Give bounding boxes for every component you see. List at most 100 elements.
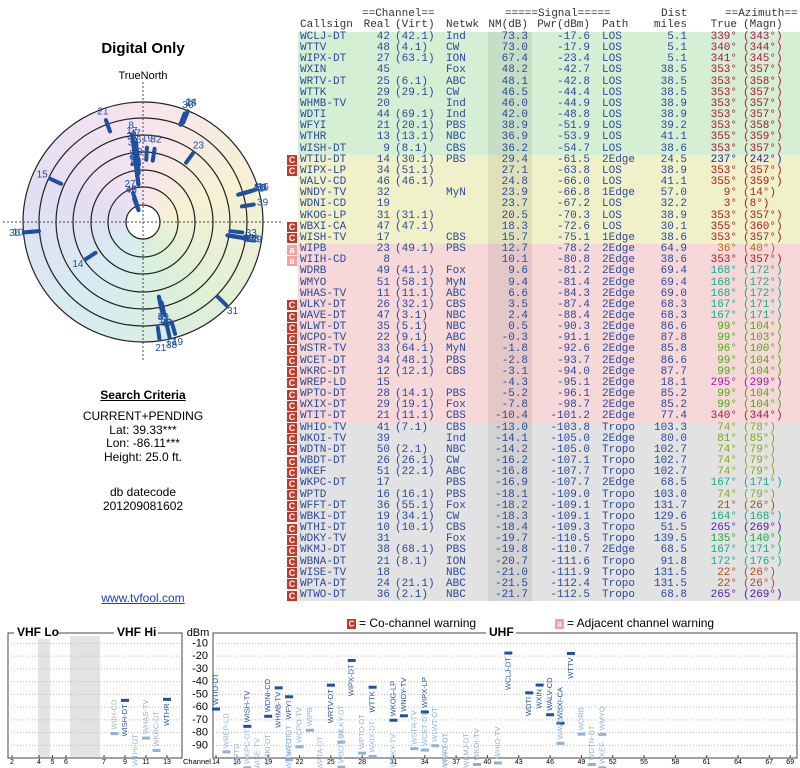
x-axis-label: Channel bbox=[183, 757, 211, 766]
cell-real: 9 bbox=[383, 142, 390, 155]
cell-dist: 80.0 bbox=[660, 432, 687, 445]
cell-path: LOS bbox=[602, 31, 622, 43]
panel-title-bg bbox=[114, 626, 158, 639]
site-link[interactable]: www.tvfool.com bbox=[101, 591, 185, 605]
cell-true: 340° bbox=[710, 42, 737, 55]
cell-netwk: Fox bbox=[446, 64, 466, 77]
cell-magn: (171°) bbox=[743, 298, 783, 311]
cell-real: 33 bbox=[376, 343, 390, 356]
header-label: (Magn) bbox=[743, 19, 783, 31]
table-row bbox=[298, 188, 800, 200]
panel-title: UHF bbox=[489, 625, 514, 639]
table-row bbox=[298, 433, 800, 445]
cell-path: Tropo bbox=[602, 443, 636, 456]
cell-pwr: -90.3 bbox=[556, 321, 590, 334]
cell-pwr: -61.5 bbox=[556, 153, 590, 166]
station-channel: 51 bbox=[158, 312, 170, 323]
cell-pwr: -84.3 bbox=[556, 287, 590, 300]
cell-pwr: -17.9 bbox=[556, 42, 590, 55]
table-row bbox=[298, 154, 800, 166]
cell-virt: (8.1) bbox=[395, 555, 429, 568]
cell-pwr: -81.2 bbox=[556, 265, 590, 278]
row-flag: C bbox=[287, 322, 297, 333]
cell-pwr: -96.1 bbox=[556, 388, 590, 401]
cell-path: Tropo bbox=[602, 421, 636, 434]
cell-true: 3° bbox=[723, 198, 737, 211]
station-mark bbox=[525, 691, 534, 695]
search-title: Search Criteria bbox=[100, 388, 186, 402]
cell-true: 353° bbox=[710, 64, 737, 77]
cell-real: 45 bbox=[376, 64, 390, 77]
cell-magn: (172°) bbox=[743, 276, 783, 289]
cell-virt: (22.1) bbox=[395, 466, 435, 479]
cell-callsign: WMYO bbox=[300, 276, 327, 289]
station-label: WTIT-DT bbox=[284, 725, 293, 756]
station-mark bbox=[285, 695, 294, 699]
cell-real: 19 bbox=[376, 510, 390, 523]
station-label: WTTK bbox=[368, 691, 377, 712]
x-tick-label: 40 bbox=[484, 759, 492, 766]
cell-callsign: WISH-TV bbox=[300, 231, 347, 244]
cell-path: 2Edge bbox=[602, 265, 636, 278]
row-flag: C bbox=[287, 344, 297, 355]
cell-netwk: NBC bbox=[446, 443, 466, 456]
nm-shade bbox=[488, 32, 532, 44]
cell-dist: 41.1 bbox=[660, 131, 687, 144]
cell-path: 2Edge bbox=[602, 310, 636, 322]
cell-real: 42 bbox=[376, 31, 390, 43]
cell-true: 167° bbox=[710, 544, 737, 557]
cell-magn: (171°) bbox=[743, 544, 783, 557]
cell-callsign: WTTV bbox=[300, 42, 327, 55]
cell-magn: (343°) bbox=[743, 31, 783, 43]
cell-virt: (2.1) bbox=[395, 443, 429, 456]
cell-path: 2Edge bbox=[602, 365, 636, 378]
station-label: WPTA-DT bbox=[315, 736, 324, 768]
station-label: WBKI-DT bbox=[263, 734, 272, 766]
cell-true: 355° bbox=[710, 176, 737, 189]
cell-nm: 20.5 bbox=[501, 209, 528, 222]
cell-real: 19 bbox=[376, 198, 390, 211]
station-channel: 48 bbox=[126, 185, 138, 196]
cell-virt: (9.1) bbox=[395, 332, 429, 345]
row-flag: C bbox=[287, 445, 297, 456]
cell-real: 11 bbox=[376, 287, 390, 300]
cell-real: 39 bbox=[376, 432, 390, 445]
nm-shade bbox=[488, 54, 532, 66]
row-flag: a bbox=[287, 255, 297, 266]
nm-shade bbox=[488, 255, 532, 267]
cell-virt: (46.1) bbox=[395, 176, 435, 189]
cell-nm: 15.7 bbox=[501, 231, 528, 244]
table-row bbox=[298, 567, 800, 579]
cell-netwk: NBC bbox=[446, 589, 466, 601]
cell-real: 50 bbox=[376, 443, 390, 456]
station-bar bbox=[164, 323, 172, 339]
row-flag: C bbox=[287, 456, 297, 467]
table-row bbox=[298, 333, 800, 345]
cell-callsign: WSTR-TV bbox=[300, 343, 347, 356]
nm-shade bbox=[488, 277, 532, 289]
cell-true: 353° bbox=[710, 97, 737, 110]
search-criteria: CURRENT+PENDING Lat: 39.33*** Lon: -86.11*… bbox=[0, 409, 286, 464]
x-tick-label: 14 bbox=[212, 759, 220, 766]
cell-callsign: WFFT-DT bbox=[300, 499, 347, 512]
cell-virt: (41.1) bbox=[395, 265, 435, 278]
header-label: (Virt) bbox=[395, 19, 435, 31]
cell-callsign: WISE-TV bbox=[300, 566, 347, 579]
cell-magn: (176°) bbox=[743, 555, 783, 568]
cell-true: 355° bbox=[710, 131, 737, 144]
cell-magn: (171°) bbox=[743, 310, 783, 322]
station-label: WLKY-DT bbox=[336, 705, 345, 738]
station-mark bbox=[493, 761, 502, 765]
cell-netwk: CBS bbox=[446, 421, 466, 434]
nm-shade bbox=[488, 154, 532, 166]
row-flag: C bbox=[287, 579, 297, 590]
row-flag: C bbox=[287, 501, 297, 512]
station-mark bbox=[243, 724, 252, 728]
cell-path: 2Edge bbox=[602, 287, 636, 300]
station-label: WFFT-DT bbox=[441, 732, 450, 765]
station-label: WFYI bbox=[284, 701, 293, 720]
station-mark bbox=[337, 740, 346, 744]
cell-true: 168° bbox=[710, 276, 737, 289]
cell-dist: 32.2 bbox=[660, 198, 687, 211]
station-channel: 19 bbox=[172, 337, 184, 348]
